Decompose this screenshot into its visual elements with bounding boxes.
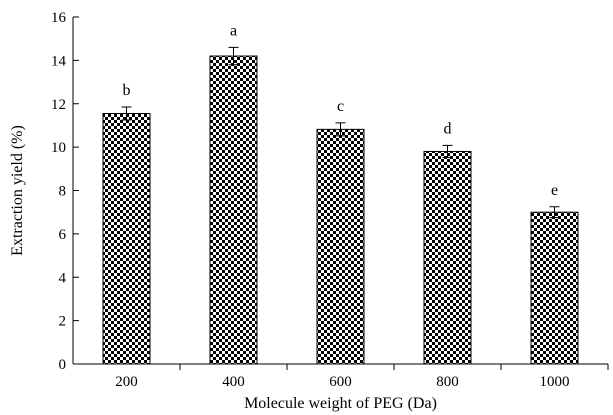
bar-800 [423,150,472,365]
error-bar-800 [442,144,453,159]
significance-label-200: b [123,82,131,99]
significance-label-400: a [230,22,237,39]
y-axis-ticks: 0 2 4 6 8 10 12 14 16 [51,10,79,373]
y-tick-label-1: 2 [59,314,67,330]
y-axis-title: Extraction yield (%) [9,125,26,256]
x-axis-title: Molecule weight of PEG (Da) [244,395,437,412]
y-tick-label-3: 6 [59,227,67,243]
bar-1000 [530,211,579,365]
x-tick-label-600: 600 [329,374,352,390]
x-tick-label-200: 200 [115,374,138,390]
y-tick-label-7: 14 [51,53,67,69]
y-tick-label-8: 16 [51,10,67,26]
significance-label-600: c [337,98,344,115]
bar-200 [102,113,151,365]
significance-label-800: d [444,120,452,137]
x-tick-label-1000: 1000 [540,374,570,390]
y-tick-label-4: 8 [59,184,67,200]
significance-labels: b a c d e [123,22,559,198]
bar-600 [316,128,365,365]
y-tick-label-2: 4 [59,270,67,286]
error-bars [121,46,560,219]
bars [102,55,579,365]
error-bar-600 [335,122,346,137]
y-tick-label-0: 0 [59,357,67,373]
significance-label-1000: e [551,182,558,199]
y-tick-label-6: 12 [51,97,66,113]
x-tick-label-800: 800 [436,374,459,390]
error-bar-400 [228,46,239,66]
error-bar-1000 [549,206,560,219]
bar-400 [209,55,258,365]
x-tick-label-400: 400 [222,374,245,390]
x-axis-ticks: 200 400 600 800 1000 [115,364,609,390]
y-tick-label-5: 10 [51,140,66,156]
error-bar-200 [121,106,132,121]
